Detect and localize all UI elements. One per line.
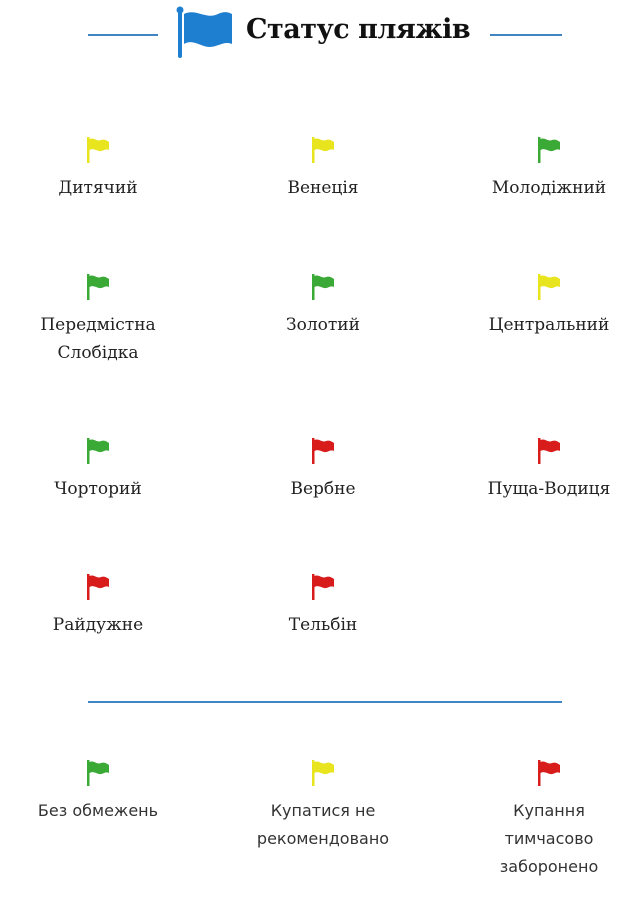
legend-label: Купання тимчасово заборонено [499, 801, 599, 876]
header-line-right [490, 34, 562, 36]
beach-item: Пуща-Водиця [449, 437, 640, 503]
green-flag-icon [0, 273, 198, 301]
header-line-left [88, 34, 158, 36]
beach-item: Передмістна Слобідка [0, 273, 198, 367]
beach-name: Молодіжний [491, 178, 607, 198]
yellow-flag-icon [223, 759, 423, 787]
beach-item: Молодіжний [449, 136, 640, 202]
yellow-flag-icon [0, 136, 198, 164]
blue-flag-icon [176, 6, 232, 58]
beach-name: Тельбін [288, 615, 358, 635]
beach-item: Центральний [449, 273, 640, 339]
beach-item: Венеція [223, 136, 423, 202]
beach-item: Вербне [223, 437, 423, 503]
beach-name: Центральний [488, 315, 610, 335]
yellow-flag-icon [449, 273, 640, 301]
green-flag-icon [0, 759, 198, 787]
yellow-flag-icon [223, 136, 423, 164]
beach-name: Дитячий [58, 178, 138, 198]
beach-name: Чорторий [54, 479, 142, 499]
green-flag-icon [449, 136, 640, 164]
beach-item: Чорторий [0, 437, 198, 503]
green-flag-icon [0, 437, 198, 465]
beach-name: Райдужне [52, 615, 144, 635]
beach-name: Вербне [290, 479, 356, 499]
red-flag-icon [0, 573, 198, 601]
beach-item: Дитячий [0, 136, 198, 202]
legend-label: Без обмежень [37, 801, 159, 820]
red-flag-icon [223, 437, 423, 465]
beach-name: Золотий [286, 315, 360, 335]
beach-item: Тельбін [223, 573, 423, 639]
legend-item: Купатися не рекомендовано [223, 759, 423, 853]
page-title: Статус пляжів [246, 14, 471, 45]
legend-divider [88, 701, 562, 703]
red-flag-icon [449, 759, 640, 787]
green-flag-icon [223, 273, 423, 301]
beach-name: Венеція [287, 178, 359, 198]
legend-label: Купатися не рекомендовано [256, 801, 390, 848]
red-flag-icon [449, 437, 640, 465]
red-flag-icon [223, 573, 423, 601]
legend-item: Без обмежень [0, 759, 198, 825]
beach-name: Пуща-Водиця [487, 479, 611, 499]
beach-item: Райдужне [0, 573, 198, 639]
beach-name: Передмістна Слобідка [40, 315, 156, 363]
beach-item: Золотий [223, 273, 423, 339]
legend-item: Купання тимчасово заборонено [449, 759, 640, 881]
